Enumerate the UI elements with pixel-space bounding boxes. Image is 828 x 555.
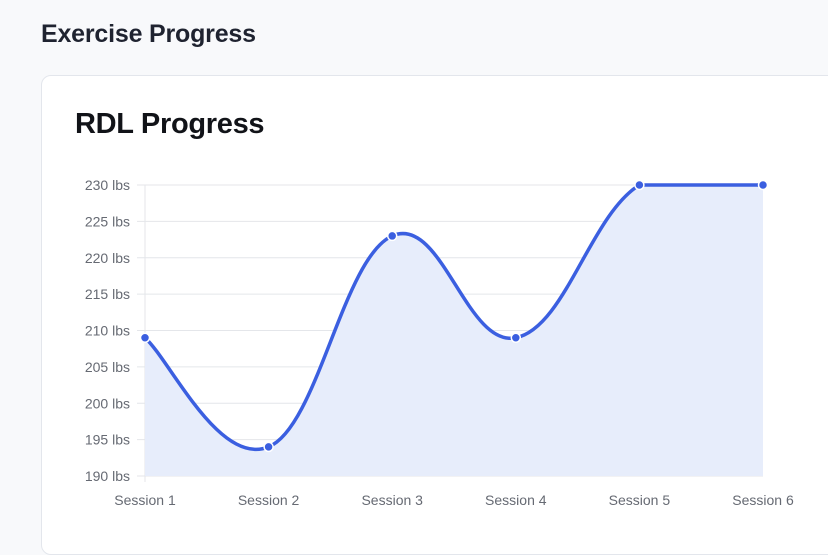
x-axis-ticks: Session 1 Session 2 Session 3 Session 4 Sess… bbox=[114, 492, 794, 508]
x-tick-label: Session 4 bbox=[485, 492, 547, 508]
data-point[interactable] bbox=[634, 179, 645, 191]
y-tick-label: 215 lbs bbox=[85, 286, 130, 302]
y-tick-label: 205 lbs bbox=[85, 359, 130, 375]
data-point[interactable] bbox=[263, 441, 274, 453]
data-point[interactable] bbox=[139, 332, 151, 344]
page-title: Exercise Progress bbox=[41, 20, 256, 48]
y-tick-label: 195 lbs bbox=[85, 432, 130, 448]
x-tick-label: Session 5 bbox=[609, 492, 671, 508]
x-tick-label: Session 3 bbox=[361, 492, 423, 508]
y-tick-label: 190 lbs bbox=[85, 468, 130, 484]
series-area bbox=[145, 185, 763, 476]
chart-title: RDL Progress bbox=[75, 108, 265, 140]
y-tick-label: 230 lbs bbox=[85, 177, 130, 193]
y-tick-label: 225 lbs bbox=[85, 213, 130, 229]
data-point[interactable] bbox=[510, 332, 522, 344]
y-tick-label: 200 lbs bbox=[85, 395, 130, 411]
data-points bbox=[139, 179, 769, 453]
x-tick-label: Session 6 bbox=[732, 492, 794, 508]
x-tick-label: Session 2 bbox=[238, 492, 300, 508]
y-tick-label: 210 lbs bbox=[85, 323, 130, 339]
data-point[interactable] bbox=[757, 179, 769, 191]
y-axis-ticks: 190 lbs 195 lbs 200 lbs 205 lbs 210 lbs 215 l… bbox=[85, 177, 130, 484]
area-fill-layer bbox=[145, 185, 763, 476]
y-tick-label: 220 lbs bbox=[85, 250, 130, 266]
data-point[interactable] bbox=[386, 230, 398, 242]
x-tick-label: Session 1 bbox=[114, 492, 176, 508]
